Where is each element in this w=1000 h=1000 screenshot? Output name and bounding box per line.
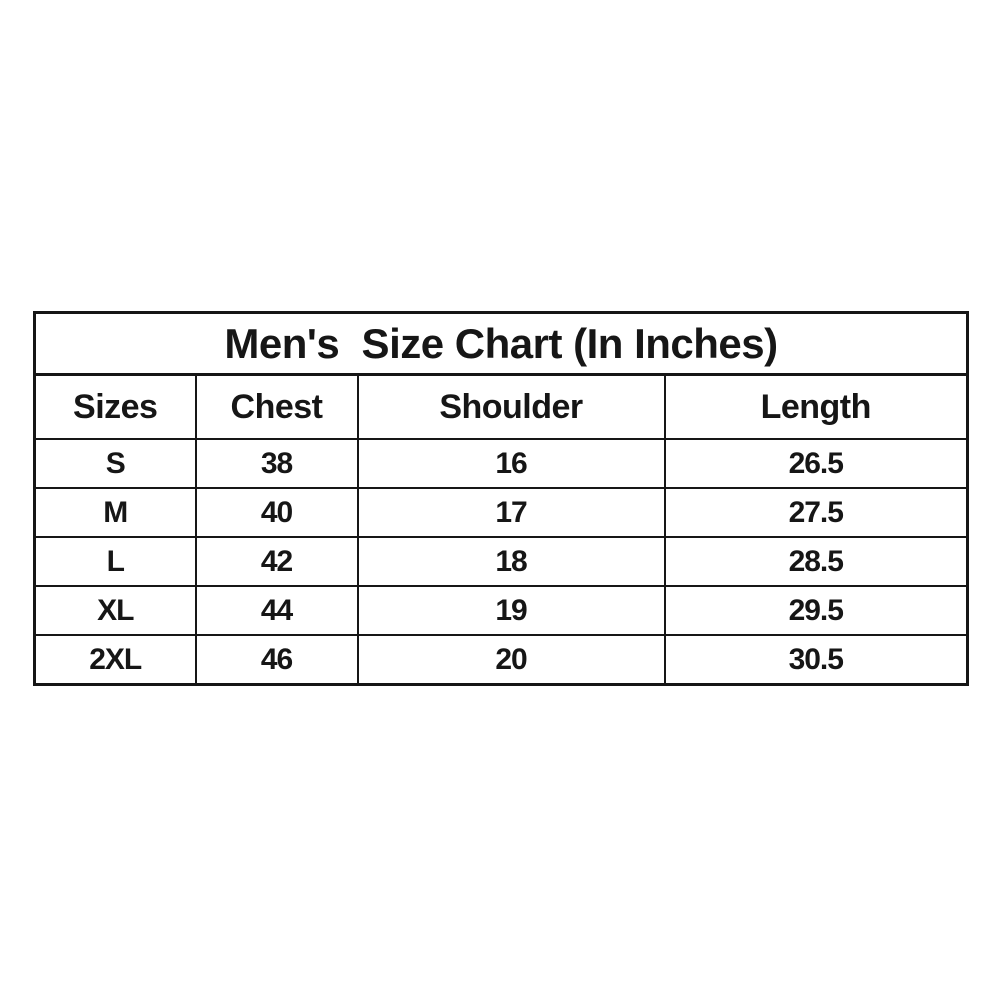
shoulder-cell: 17: [356, 487, 666, 538]
length-cell: 29.5: [663, 585, 969, 636]
table-row-2xl: 2XL 46 20 30.5: [33, 634, 969, 686]
chest-cell: 40: [194, 487, 359, 538]
table-row-l: L 42 18 28.5: [33, 536, 969, 587]
title-row: Men's Size Chart (In Inches): [33, 311, 969, 376]
shoulder-cell: 19: [356, 585, 666, 636]
size-cell: S: [33, 438, 197, 489]
chest-cell: 42: [194, 536, 359, 587]
size-cell: L: [33, 536, 197, 587]
table-row-m: M 40 17 27.5: [33, 487, 969, 538]
column-header-shoulder: Shoulder: [356, 373, 666, 440]
length-cell: 27.5: [663, 487, 969, 538]
column-header-chest: Chest: [194, 373, 359, 440]
length-cell: 30.5: [663, 634, 969, 686]
length-cell: 26.5: [663, 438, 969, 489]
size-cell: M: [33, 487, 197, 538]
chest-cell: 38: [194, 438, 359, 489]
column-header-sizes: Sizes: [33, 373, 197, 440]
size-cell: 2XL: [33, 634, 197, 686]
chest-cell: 46: [194, 634, 359, 686]
chest-cell: 44: [194, 585, 359, 636]
column-header-length: Length: [663, 373, 969, 440]
table-row-xl: XL 44 19 29.5: [33, 585, 969, 636]
header-row: Sizes Chest Shoulder Length: [33, 373, 969, 440]
size-cell: XL: [33, 585, 197, 636]
size-chart-table: Men's Size Chart (In Inches) Sizes Chest…: [33, 311, 970, 686]
shoulder-cell: 16: [356, 438, 666, 489]
table-row-s: S 38 16 26.5: [33, 438, 969, 489]
shoulder-cell: 18: [356, 536, 666, 587]
table-title: Men's Size Chart (In Inches): [33, 311, 969, 376]
shoulder-cell: 20: [356, 634, 666, 686]
length-cell: 28.5: [663, 536, 969, 587]
